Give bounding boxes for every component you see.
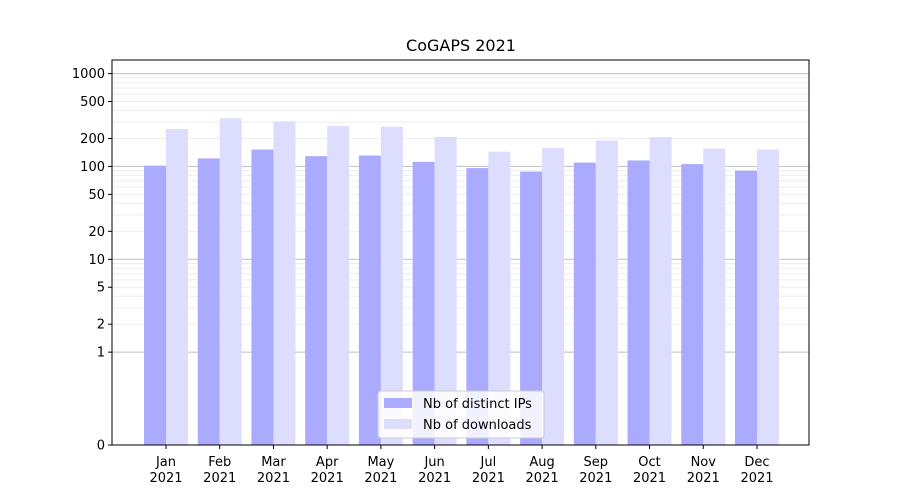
bar-distinct-ips xyxy=(412,161,435,445)
bar-distinct-ips xyxy=(681,164,704,445)
bar-distinct-ips xyxy=(627,160,650,446)
y-tick-label: 0 xyxy=(97,439,105,454)
legend: Nb of distinct IPs Nb of downloads xyxy=(377,390,545,439)
x-tick-label-year: 2021 xyxy=(687,471,720,486)
bar-downloads xyxy=(166,128,188,445)
chart-title: CoGAPS 2021 xyxy=(406,36,516,55)
bar-downloads xyxy=(542,147,565,446)
y-tick-label: 500 xyxy=(80,95,105,110)
x-tick-label-month: Jun xyxy=(423,455,444,470)
y-tick-label: 5 xyxy=(97,281,105,296)
bar-downloads xyxy=(327,126,350,445)
x-tick-label-month: Feb xyxy=(208,455,231,470)
legend-swatch-downloads xyxy=(384,419,412,429)
y-axis: 0 1 2 5 10 20 50 100 200 500 1000 xyxy=(72,67,112,454)
x-tick-label-month: Mar xyxy=(261,455,286,470)
x-tick-label-month: May xyxy=(367,455,394,470)
bar-downloads xyxy=(434,136,457,445)
legend-label-distinct-ips: Nb of distinct IPs xyxy=(423,397,532,412)
x-tick-label-year: 2021 xyxy=(418,471,451,486)
x-tick-label-year: 2021 xyxy=(257,471,290,486)
bar-downloads xyxy=(273,121,296,445)
y-tick-label: 10 xyxy=(88,253,105,268)
legend-box xyxy=(377,390,545,439)
bar-downloads xyxy=(595,140,618,445)
bar-distinct-ips xyxy=(305,156,328,446)
bar-downloads xyxy=(649,137,672,445)
bar-downloads xyxy=(380,126,403,446)
bar-distinct-ips xyxy=(144,165,166,446)
bar-distinct-ips xyxy=(251,149,274,445)
bar-downloads xyxy=(488,151,511,445)
bar-distinct-ips xyxy=(466,168,489,445)
x-tick-label-year: 2021 xyxy=(364,471,397,486)
x-tick-label-month: Apr xyxy=(316,455,339,470)
x-tick-label-month: Nov xyxy=(691,455,717,470)
x-tick-label-month: Oct xyxy=(638,455,660,470)
y-tick-label: 1000 xyxy=(72,67,105,82)
x-tick-label-month: Sep xyxy=(584,455,609,470)
y-tick-label: 50 xyxy=(88,188,105,203)
bar-downloads xyxy=(703,148,726,446)
y-tick-label: 2 xyxy=(97,318,105,333)
y-tick-label: 20 xyxy=(88,225,105,240)
x-axis: Jan2021Feb2021Mar2021Apr2021May2021Jun20… xyxy=(149,445,774,486)
bar-distinct-ips xyxy=(573,162,596,446)
x-tick-label-month: Jan xyxy=(155,455,176,470)
x-tick-label-year: 2021 xyxy=(472,471,505,486)
x-tick-label-year: 2021 xyxy=(633,471,666,486)
x-tick-label-year: 2021 xyxy=(579,471,612,486)
y-tick-label: 200 xyxy=(80,132,105,147)
bar-distinct-ips xyxy=(197,158,220,445)
legend-swatch-distinct-ips xyxy=(384,398,412,408)
bars xyxy=(144,118,779,446)
x-tick-label-year: 2021 xyxy=(149,471,182,486)
x-tick-label-month: Jul xyxy=(480,455,497,470)
bar-distinct-ips xyxy=(358,155,381,445)
plot-frame xyxy=(111,59,810,446)
bar-downloads xyxy=(219,118,242,446)
x-tick-label-year: 2021 xyxy=(740,471,773,486)
legend-label-downloads: Nb of downloads xyxy=(423,418,532,433)
y-tick-label: 100 xyxy=(80,160,105,175)
x-tick-label-month: Aug xyxy=(529,455,554,470)
y-tick-label: 1 xyxy=(97,346,105,361)
x-tick-label-month: Dec xyxy=(744,455,769,470)
bar-distinct-ips xyxy=(735,170,757,445)
bar-downloads xyxy=(757,149,779,445)
x-tick-label-year: 2021 xyxy=(311,471,344,486)
bar-distinct-ips xyxy=(520,171,543,446)
x-tick-label-year: 2021 xyxy=(526,471,559,486)
x-tick-label-year: 2021 xyxy=(203,471,236,486)
